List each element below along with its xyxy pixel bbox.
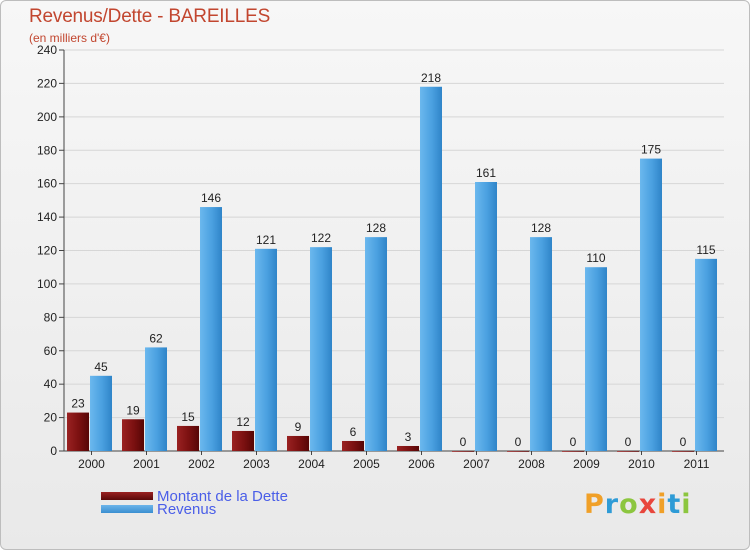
- x-tick-label: 2000: [78, 457, 105, 471]
- bar-dette: [507, 451, 529, 452]
- bar-dette: [562, 451, 584, 452]
- y-tick-label: 20: [44, 411, 58, 425]
- logo-letter: i: [657, 489, 668, 520]
- y-tick-label: 80: [44, 310, 58, 324]
- proxiti-logo: Proxiti: [584, 489, 692, 520]
- data-label-dette: 0: [680, 435, 687, 449]
- y-tick-label: 40: [44, 377, 58, 391]
- bar-revenus: [200, 207, 222, 451]
- x-tick-label: 2005: [353, 457, 380, 471]
- data-label-revenus: 115: [696, 243, 715, 257]
- bar-dette: [617, 451, 639, 452]
- data-label-dette: 23: [71, 397, 85, 411]
- data-label-dette: 0: [625, 435, 632, 449]
- bar-dette: [67, 412, 89, 451]
- data-label-revenus: 110: [586, 251, 605, 265]
- legend-item-dette: Montant de la Dette: [101, 487, 288, 505]
- bar-dette: [342, 440, 364, 451]
- x-tick-label: 2009: [573, 457, 600, 471]
- data-label-revenus: 175: [641, 143, 661, 157]
- logo-letter: t: [667, 489, 682, 520]
- bar-revenus: [475, 181, 497, 451]
- bar-dette: [232, 430, 254, 451]
- data-label-revenus: 146: [201, 191, 221, 205]
- logo-letter: i: [681, 489, 692, 520]
- bar-revenus: [530, 237, 552, 451]
- x-tick-label: 2010: [628, 457, 655, 471]
- x-tick-label: 2002: [188, 457, 215, 471]
- logo-letter: x: [638, 489, 658, 520]
- data-label-dette: 6: [350, 425, 357, 439]
- y-tick-label: 140: [37, 210, 57, 224]
- x-tick-label: 2006: [408, 457, 435, 471]
- data-label-dette: 9: [295, 420, 302, 434]
- bar-dette: [122, 419, 144, 451]
- bar-revenus: [145, 347, 167, 451]
- data-label-revenus: 62: [149, 331, 163, 345]
- data-label-dette: 3: [405, 430, 412, 444]
- y-tick-label: 200: [37, 110, 57, 124]
- bar-dette: [452, 451, 474, 452]
- bar-revenus: [640, 158, 662, 451]
- x-tick-label: 2001: [133, 457, 160, 471]
- data-label-dette: 19: [126, 403, 140, 417]
- y-tick-label: 60: [44, 344, 58, 358]
- y-tick-label: 0: [50, 444, 57, 458]
- bar-dette: [397, 445, 419, 451]
- x-tick-label: 2003: [243, 457, 270, 471]
- x-tick-label: 2011: [684, 457, 710, 471]
- bar-dette: [177, 425, 199, 451]
- bar-revenus: [585, 267, 607, 451]
- y-tick-label: 100: [37, 277, 57, 291]
- y-tick-label: 240: [37, 43, 57, 57]
- chart-subtitle: (en milliers d'€): [29, 31, 110, 45]
- bar-revenus: [90, 375, 112, 451]
- bar-revenus: [255, 248, 277, 451]
- bar-revenus: [310, 247, 332, 451]
- data-label-dette: 0: [570, 435, 577, 449]
- data-label-dette: 15: [181, 410, 195, 424]
- chart-title: Revenus/Dette - BAREILLES: [29, 6, 271, 27]
- legend-label-revenus: Revenus: [157, 500, 217, 518]
- logo-letter: P: [584, 489, 605, 520]
- bar-dette: [672, 451, 694, 452]
- y-tick-label: 180: [37, 143, 57, 157]
- data-label-revenus: 45: [94, 360, 108, 374]
- legend-item-revenus: Revenus: [101, 500, 217, 518]
- y-tick-label: 220: [37, 76, 57, 90]
- bar-revenus: [695, 258, 717, 451]
- data-label-dette: 0: [460, 435, 467, 449]
- legend-swatch-revenus: [101, 505, 153, 513]
- logo-letter: r: [604, 489, 620, 520]
- x-tick-label: 2008: [518, 457, 545, 471]
- logo-letter: o: [619, 489, 639, 520]
- data-label-revenus: 161: [476, 166, 496, 180]
- data-label-dette: 0: [515, 435, 522, 449]
- y-tick-label: 160: [37, 177, 57, 191]
- bar-revenus: [365, 237, 387, 451]
- data-label-revenus: 121: [256, 233, 276, 247]
- data-label-revenus: 218: [421, 71, 441, 85]
- data-label-revenus: 128: [366, 221, 386, 235]
- data-label-revenus: 122: [311, 231, 331, 245]
- legend-label-dette: Montant de la Dette: [157, 487, 288, 505]
- x-tick-label: 2007: [463, 457, 490, 471]
- data-label-revenus: 128: [531, 221, 551, 235]
- bar-dette: [287, 435, 309, 451]
- bar-revenus: [420, 86, 442, 451]
- data-label-dette: 12: [236, 415, 250, 429]
- x-tick-label: 2004: [298, 457, 325, 471]
- legend-swatch-dette: [101, 492, 153, 500]
- y-tick-label: 120: [37, 244, 57, 258]
